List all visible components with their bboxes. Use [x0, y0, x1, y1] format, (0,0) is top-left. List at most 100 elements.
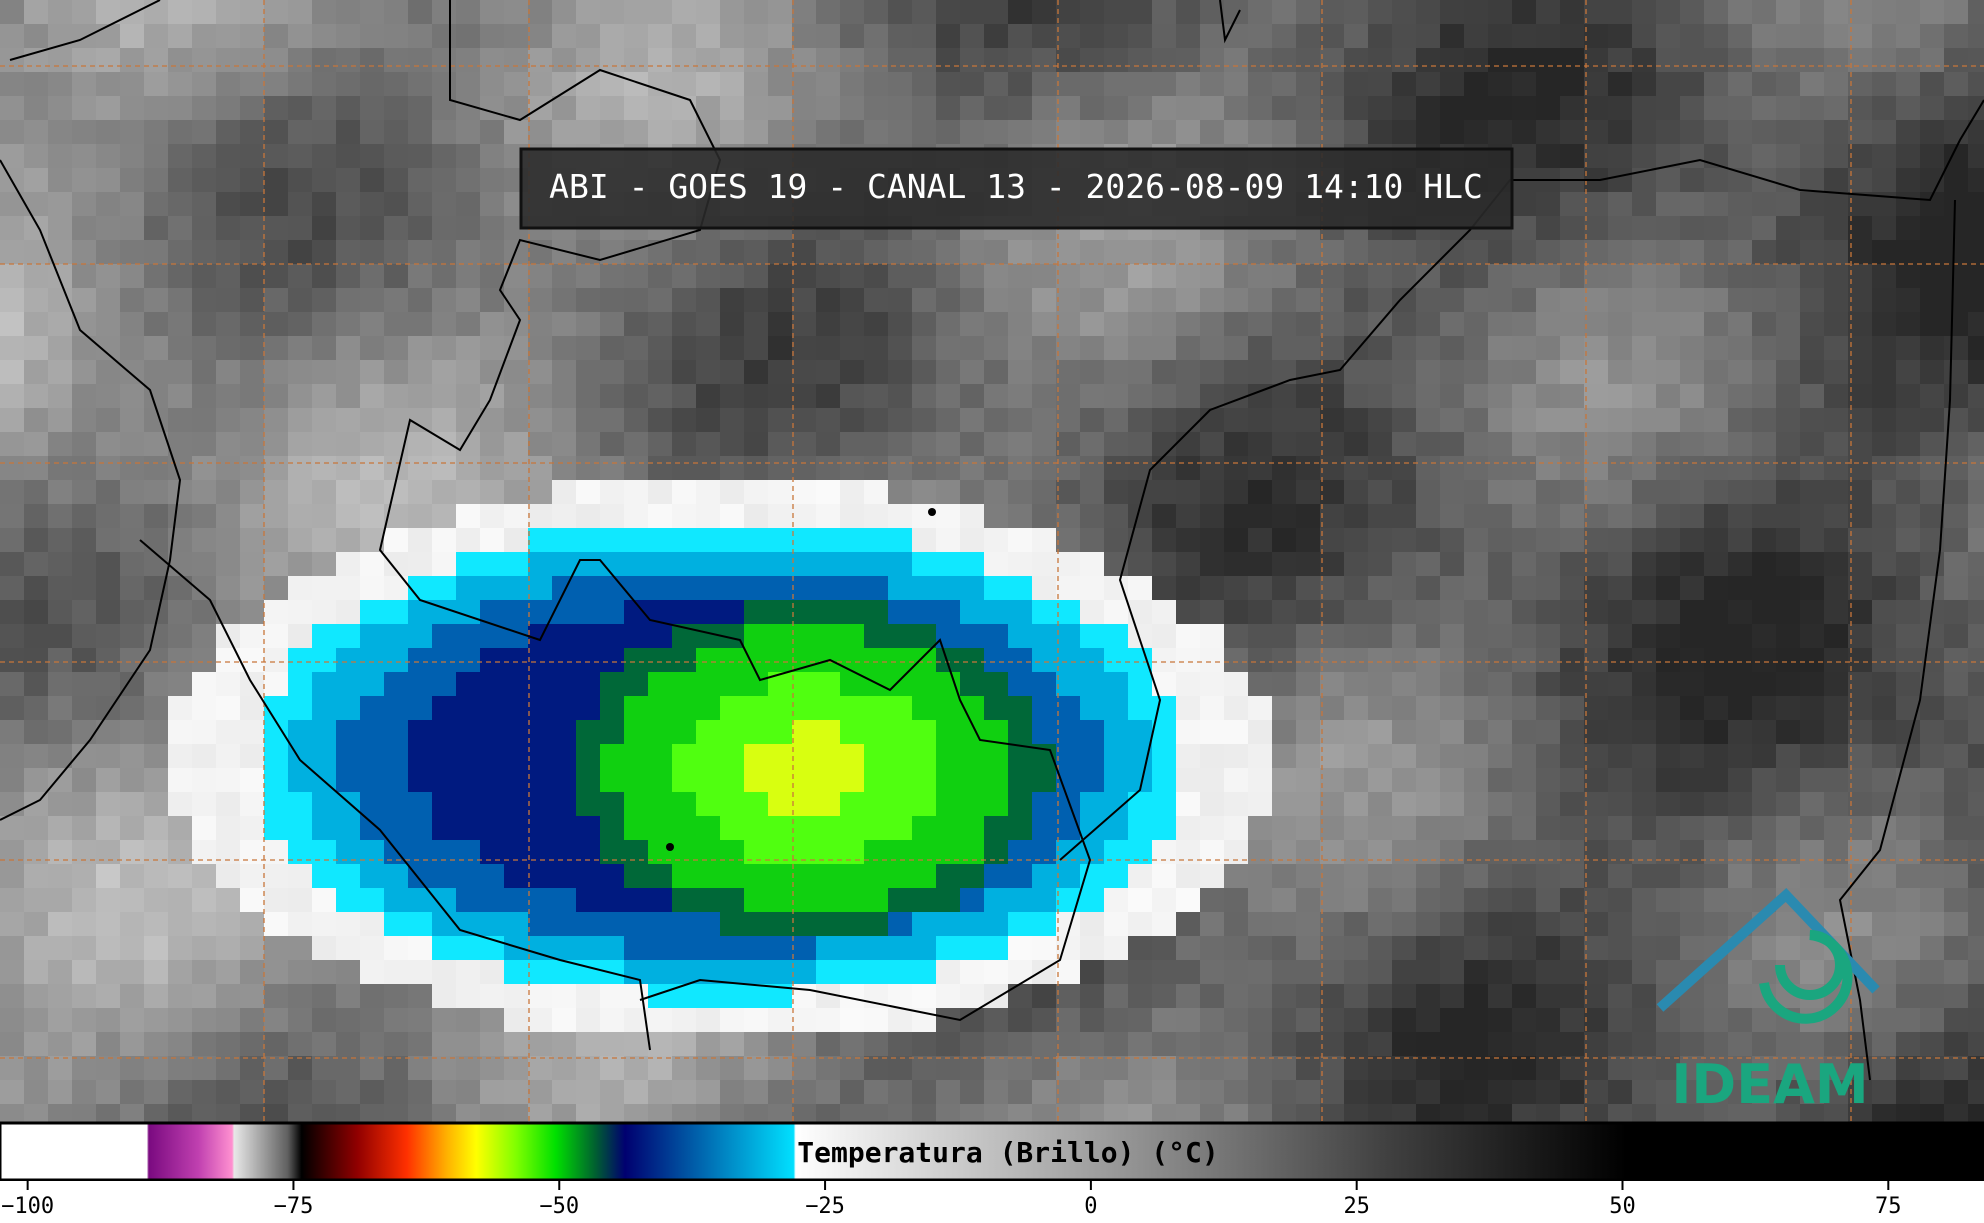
pixel — [744, 672, 769, 697]
pixel — [1440, 120, 1465, 145]
pixel — [624, 960, 649, 985]
pixel — [1968, 864, 1984, 889]
pixel — [1776, 360, 1801, 385]
pixel — [240, 1008, 265, 1033]
pixel — [864, 48, 889, 73]
pixel — [1632, 456, 1657, 481]
pixel — [1896, 624, 1921, 649]
pixel — [1680, 120, 1705, 145]
pixel — [672, 696, 697, 721]
pixel — [1632, 792, 1657, 817]
pixel — [1680, 576, 1705, 601]
pixel — [1800, 24, 1825, 49]
pixel — [1536, 264, 1561, 289]
pixel — [96, 624, 121, 649]
pixel — [1392, 456, 1417, 481]
pixel — [1440, 336, 1465, 361]
pixel — [864, 1080, 889, 1105]
pixel — [648, 360, 673, 385]
pixel — [1584, 936, 1609, 961]
pixel — [48, 528, 73, 553]
pixel — [144, 984, 169, 1009]
pixel — [1608, 792, 1633, 817]
pixel — [1968, 624, 1984, 649]
pixel — [1320, 1080, 1345, 1105]
pixel — [1944, 456, 1969, 481]
pixel — [504, 288, 529, 313]
pixel — [1200, 456, 1225, 481]
pixel — [888, 792, 913, 817]
pixel — [1776, 1080, 1801, 1105]
pixel — [504, 864, 529, 889]
pixel — [1272, 456, 1297, 481]
pixel — [720, 48, 745, 73]
pixel — [1416, 912, 1441, 937]
pixel — [120, 960, 145, 985]
pixel — [768, 120, 793, 145]
pixel — [1704, 168, 1729, 193]
pixel — [864, 0, 889, 25]
pixel — [1152, 336, 1177, 361]
pixel — [912, 672, 937, 697]
pixel — [216, 888, 241, 913]
pixel — [648, 960, 673, 985]
pixel — [1560, 960, 1585, 985]
pixel — [720, 96, 745, 121]
pixel — [1656, 0, 1681, 25]
pixel — [1872, 1056, 1897, 1081]
pixel — [1320, 24, 1345, 49]
pixel — [1416, 408, 1441, 433]
pixel — [1056, 432, 1081, 457]
pixel — [1896, 864, 1921, 889]
pixel — [1056, 72, 1081, 97]
pixel — [648, 288, 673, 313]
pixel — [912, 912, 937, 937]
pixel — [1056, 96, 1081, 121]
pixel — [1560, 888, 1585, 913]
pixel — [1128, 624, 1153, 649]
pixel — [192, 1080, 217, 1105]
pixel — [1224, 696, 1249, 721]
pixel — [1008, 984, 1033, 1009]
pixel — [360, 168, 385, 193]
pixel — [1128, 0, 1153, 25]
pixel — [1416, 0, 1441, 25]
pixel — [1776, 864, 1801, 889]
pixel — [72, 264, 97, 289]
pixel — [432, 120, 457, 145]
pixel — [1680, 912, 1705, 937]
pixel — [1104, 504, 1129, 529]
pixel — [72, 840, 97, 865]
pixel — [552, 480, 577, 505]
pixel — [1656, 744, 1681, 769]
pixel — [1272, 984, 1297, 1009]
pixel — [1320, 888, 1345, 913]
pixel — [1128, 312, 1153, 337]
pixel — [1656, 240, 1681, 265]
logo-swirl — [1759, 930, 1853, 1024]
pixel — [1968, 840, 1984, 865]
pixel — [744, 528, 769, 553]
pixel — [360, 816, 385, 841]
pixel — [360, 1008, 385, 1033]
pixel — [360, 1032, 385, 1057]
pixel — [1200, 576, 1225, 601]
pixel — [1080, 984, 1105, 1009]
pixel — [336, 120, 361, 145]
pixel — [24, 528, 49, 553]
pixel — [936, 768, 961, 793]
pixel — [816, 720, 841, 745]
pixel — [816, 48, 841, 73]
pixel — [1944, 1008, 1969, 1033]
pixel — [480, 984, 505, 1009]
pixel — [1320, 624, 1345, 649]
pixel — [936, 720, 961, 745]
pixel — [288, 888, 313, 913]
pixel — [120, 288, 145, 313]
pixel — [1656, 1032, 1681, 1057]
pixel — [96, 1056, 121, 1081]
pixel — [1080, 1008, 1105, 1033]
pixel — [504, 912, 529, 937]
pixel — [1200, 408, 1225, 433]
pixel — [1392, 552, 1417, 577]
